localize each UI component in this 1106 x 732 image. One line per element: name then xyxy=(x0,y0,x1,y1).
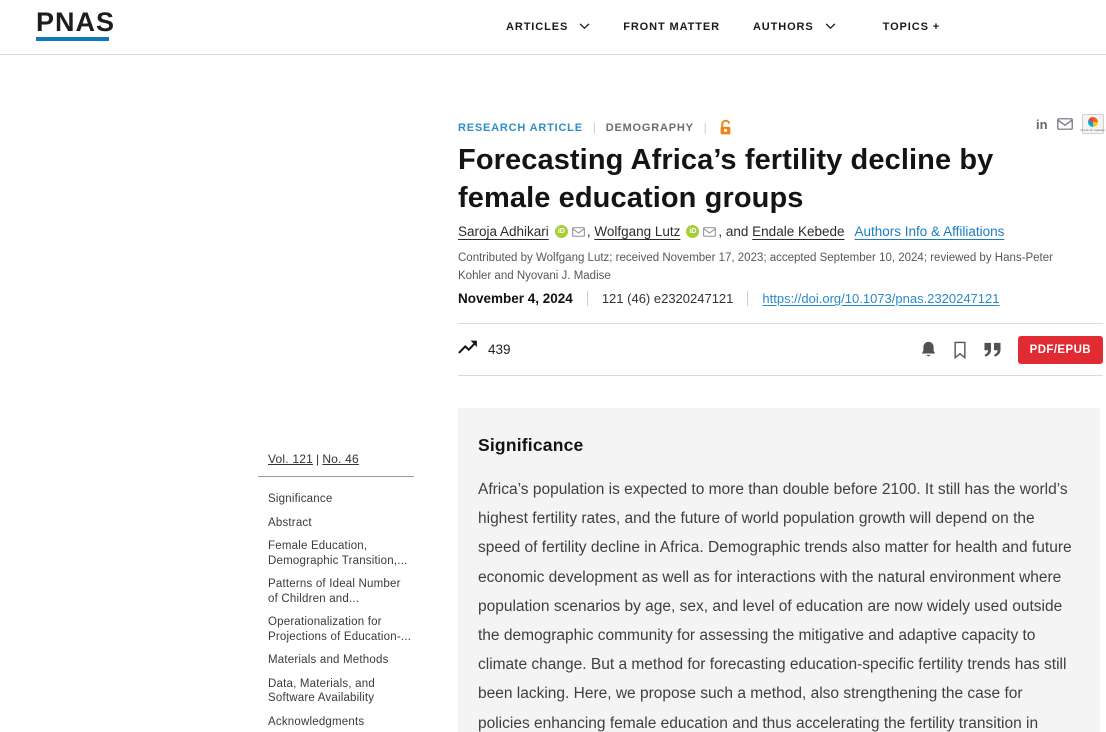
topic-link[interactable]: DEMOGRAPHY xyxy=(605,121,694,134)
significance-heading: Significance xyxy=(478,435,584,455)
toc-item-female-education[interactable]: Female Education, Demographic Transition… xyxy=(268,540,408,567)
significance-section: Significance Africa’s population is expe… xyxy=(458,408,1100,732)
toc-item-patterns[interactable]: Patterns of Ideal Number of Children and… xyxy=(268,578,401,605)
author-separator: , xyxy=(586,224,595,239)
pdf-epub-button[interactable]: PDF/EPUB xyxy=(1017,335,1103,364)
views-count: 439 xyxy=(488,342,511,357)
nav-articles-label: ARTICLES xyxy=(506,21,569,33)
article-sidebar: Vol. 121 | No. 46 Significance Abstract Fe… xyxy=(258,452,414,732)
article-actions: PDF/EPUB xyxy=(920,335,1103,364)
orcid-icon[interactable]: iD xyxy=(686,225,700,238)
orcid-icon[interactable]: iD xyxy=(554,225,568,238)
crossmark-logo-icon xyxy=(1087,116,1098,127)
check-for-updates-badge[interactable]: Check for updates xyxy=(1080,114,1105,134)
open-access-icon xyxy=(719,119,732,136)
author-link[interactable]: Saroja Adhikari xyxy=(458,224,549,239)
email-author-icon[interactable] xyxy=(571,226,585,237)
chevron-down-icon xyxy=(825,21,836,33)
sidebar-divider xyxy=(258,476,414,477)
linkedin-icon[interactable]: in xyxy=(1036,116,1048,132)
nav-authors-label: AUTHORS xyxy=(752,21,814,33)
article-title: Forecasting Africa’s fertility decline b… xyxy=(458,144,994,214)
email-author-icon[interactable] xyxy=(703,226,717,237)
pnas-logo-text: PNAS xyxy=(36,7,116,37)
trending-icon xyxy=(458,340,478,360)
volume-citation: 121 (46) e2320247121 xyxy=(586,291,748,306)
article-kicker: RESEARCH ARTICLE | DEMOGRAPHY | xyxy=(458,119,732,136)
toc-item-significance[interactable]: Significance xyxy=(268,493,333,505)
metrics-bar: 439 PDF/EPUB xyxy=(458,323,1103,376)
volume-link[interactable]: Vol. 121 xyxy=(268,452,313,466)
article-type-link[interactable]: RESEARCH ARTICLE xyxy=(458,121,583,134)
table-of-contents: Significance Abstract Female Education, … xyxy=(258,492,414,732)
authors-row: Saroja Adhikari iD , Wolfgang Lutz iD , … xyxy=(458,224,1004,239)
alert-bell-icon[interactable] xyxy=(920,340,937,359)
doi-link[interactable]: https://doi.org/10.1073/pnas.2320247121 xyxy=(747,291,999,306)
publication-date: November 4, 2024 xyxy=(458,291,573,306)
share-icons: in Check for updates xyxy=(1036,114,1105,134)
bookmark-icon[interactable] xyxy=(953,341,967,359)
pnas-logo[interactable]: PNAS xyxy=(36,8,115,41)
nav-articles[interactable]: ARTICLES xyxy=(506,21,590,33)
citation-row: November 4, 2024 121 (46) e2320247121 ht… xyxy=(458,291,999,306)
nav-front-matter[interactable]: FRONT MATTER xyxy=(623,21,720,33)
logo-underline xyxy=(36,37,109,41)
issue-link[interactable]: No. 46 xyxy=(322,452,359,466)
site-header: PNAS ARTICLES FRONT MATTER AUTHORS TOPIC… xyxy=(0,0,1106,55)
volume-issue-line: Vol. 121 | No. 46 xyxy=(258,452,414,466)
main-nav: ARTICLES FRONT MATTER AUTHORS TOPICS + xyxy=(506,0,940,54)
nav-topics-label: TOPICS + xyxy=(882,21,941,33)
volume-separator: | xyxy=(315,452,320,466)
chevron-down-icon xyxy=(579,21,590,33)
author-link[interactable]: Wolfgang Lutz xyxy=(594,224,681,239)
toc-item-data-availability[interactable]: Data, Materials, and Software Availabili… xyxy=(268,677,375,705)
kicker-separator: | xyxy=(703,121,707,134)
nav-authors[interactable]: AUTHORS xyxy=(753,21,836,33)
nav-front-matter-label: FRONT MATTER xyxy=(623,21,720,33)
toc-item-abstract[interactable]: Abstract xyxy=(268,516,312,529)
cite-quote-icon[interactable] xyxy=(983,342,1002,357)
author-separator: , and xyxy=(718,224,753,239)
crossmark-label: Check for updates xyxy=(1080,127,1105,132)
nav-topics[interactable]: TOPICS + xyxy=(883,21,940,33)
email-share-icon[interactable] xyxy=(1056,118,1073,130)
toc-item-acknowledgments[interactable]: Acknowledgments xyxy=(268,715,365,728)
author-link[interactable]: Endale Kebede xyxy=(752,224,845,239)
contributed-line: Contributed by Wolfgang Lutz; received N… xyxy=(458,252,1053,282)
significance-body: Africa’s population is expected to more … xyxy=(478,481,1072,732)
toc-item-materials-methods[interactable]: Materials and Methods xyxy=(268,654,389,666)
kicker-separator: | xyxy=(592,121,596,134)
authors-info-affiliations-link[interactable]: Authors Info & Affiliations xyxy=(854,224,1005,239)
metrics-views: 439 xyxy=(458,340,511,360)
toc-item-operationalization[interactable]: Operationalization for Projections of Ed… xyxy=(268,616,412,643)
